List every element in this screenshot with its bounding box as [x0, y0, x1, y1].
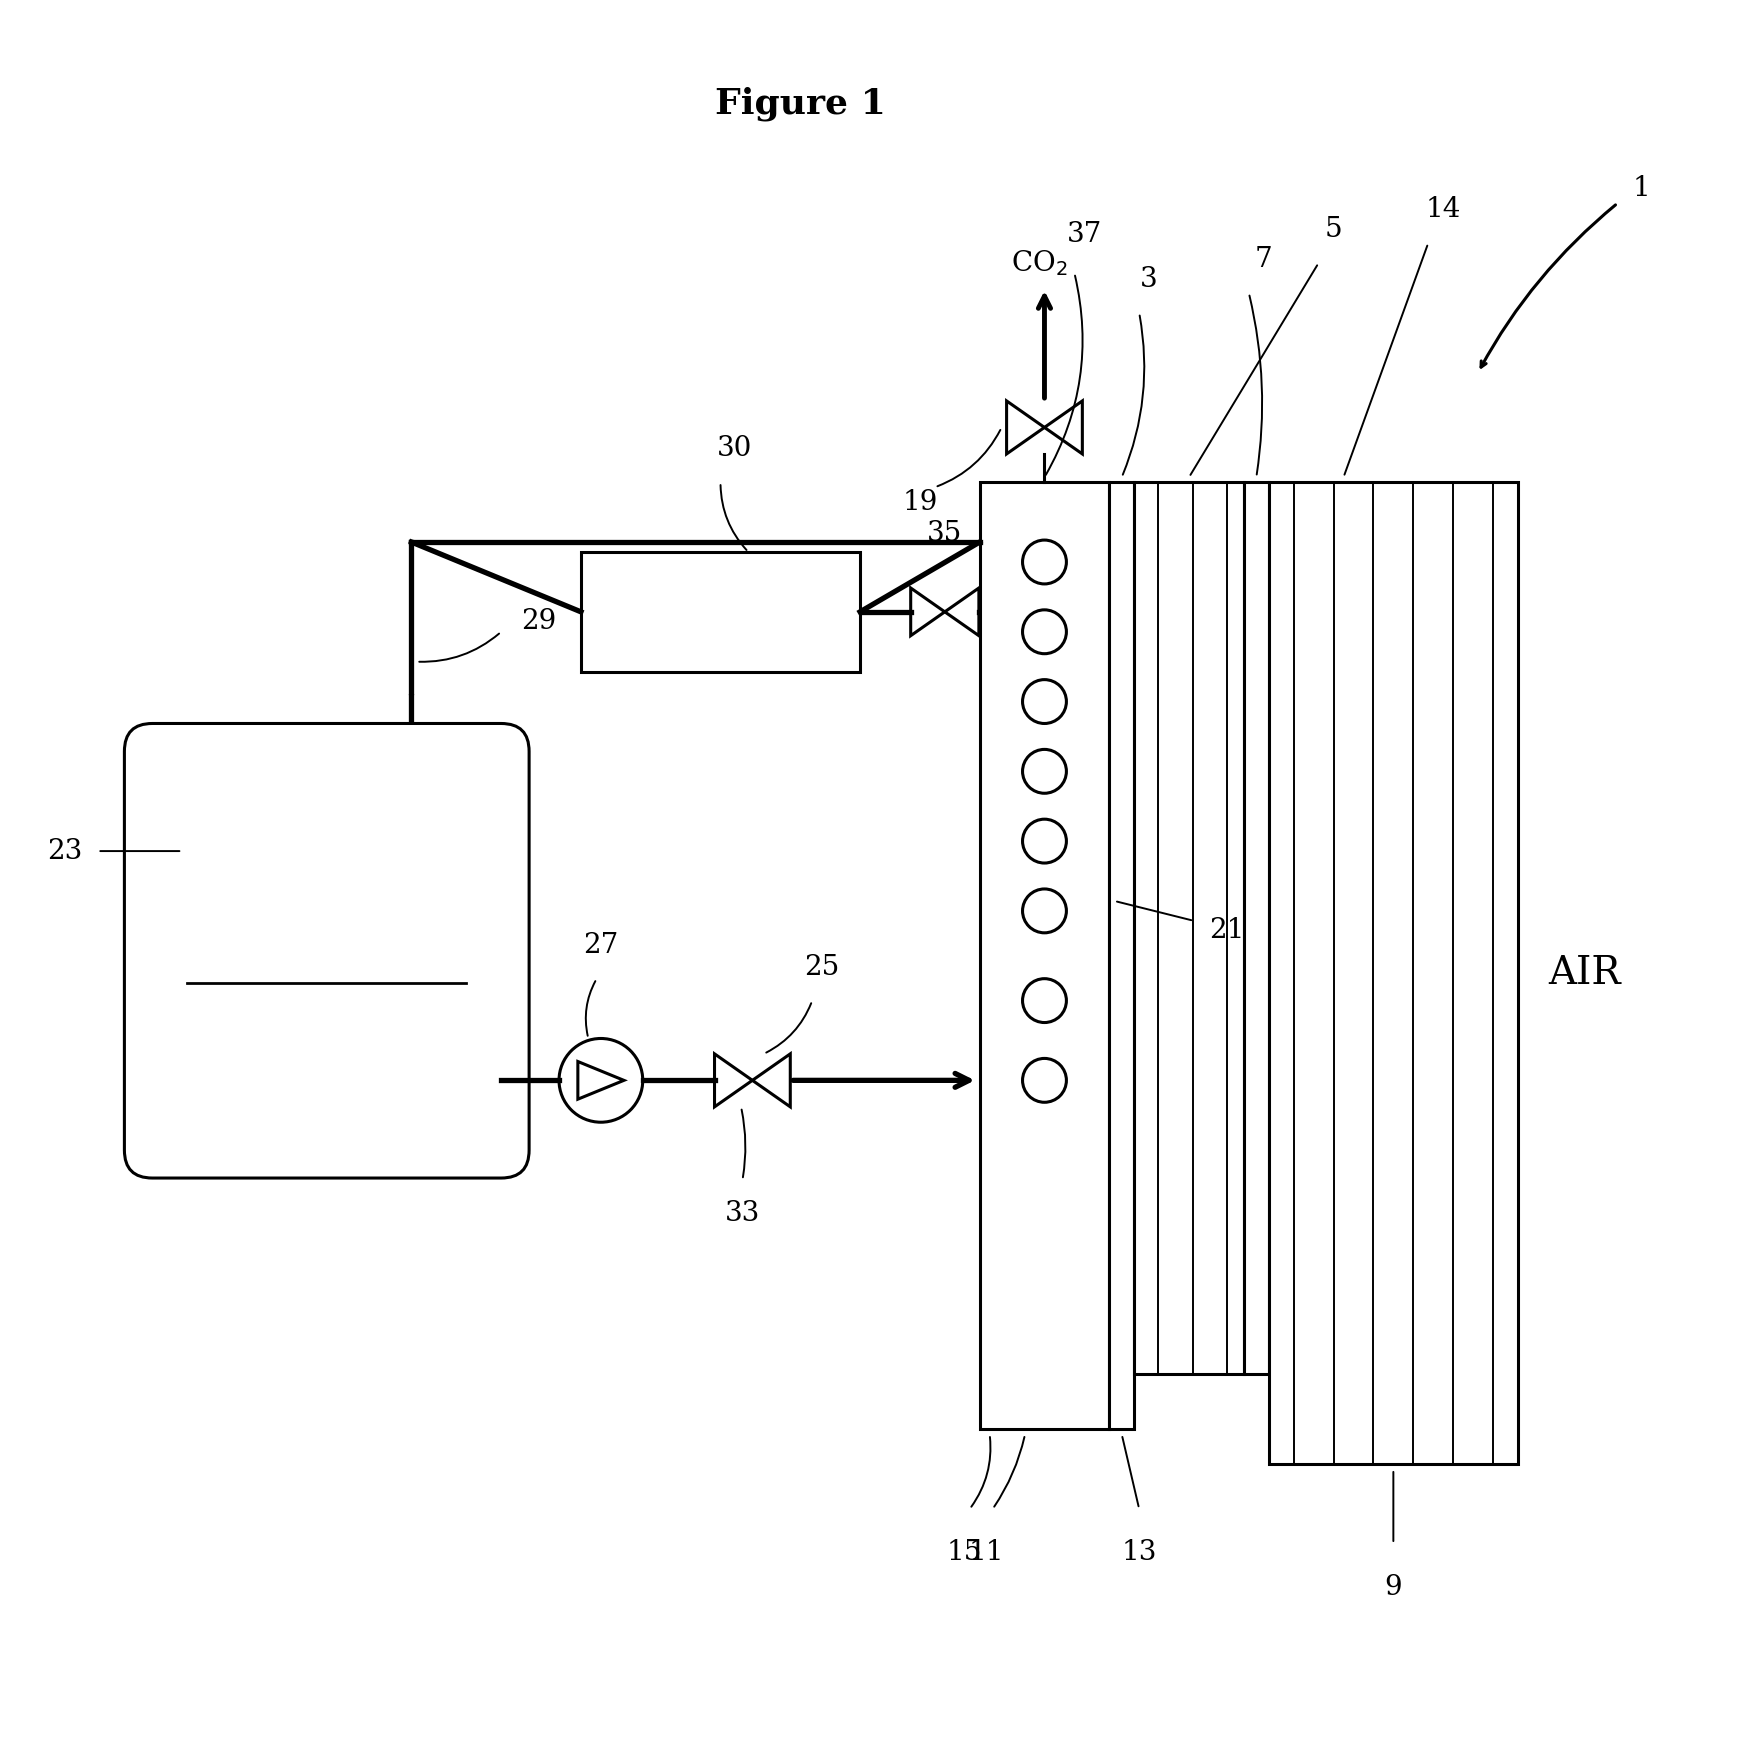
Text: Figure 1: Figure 1 — [714, 86, 885, 121]
Text: 37: 37 — [1065, 221, 1102, 249]
Text: 21: 21 — [1207, 918, 1244, 944]
Bar — [581, 552, 860, 672]
Text: 19: 19 — [902, 489, 937, 517]
Bar — [1269, 482, 1516, 1464]
Text: 27: 27 — [583, 932, 618, 960]
Text: 13: 13 — [1121, 1539, 1157, 1565]
Text: CO$_2$: CO$_2$ — [1011, 249, 1067, 278]
Text: AIR: AIR — [1546, 954, 1620, 991]
Bar — [1109, 482, 1134, 1429]
Text: 9: 9 — [1383, 1574, 1402, 1600]
Bar — [979, 482, 1109, 1429]
Bar — [1134, 482, 1243, 1375]
Text: 3: 3 — [1139, 266, 1157, 292]
Text: 33: 33 — [725, 1199, 760, 1227]
Text: 14: 14 — [1425, 196, 1460, 222]
Bar — [1243, 482, 1269, 1375]
Text: 25: 25 — [804, 954, 839, 981]
FancyBboxPatch shape — [125, 723, 528, 1178]
Text: 1: 1 — [1632, 175, 1650, 201]
Text: 7: 7 — [1255, 245, 1272, 273]
Text: 29: 29 — [521, 608, 556, 636]
Text: 23: 23 — [47, 837, 82, 865]
Text: 15: 15 — [946, 1539, 981, 1565]
Text: 30: 30 — [716, 436, 751, 462]
Text: 35: 35 — [927, 520, 962, 546]
Text: 5: 5 — [1323, 215, 1341, 243]
Text: 11: 11 — [967, 1539, 1004, 1565]
